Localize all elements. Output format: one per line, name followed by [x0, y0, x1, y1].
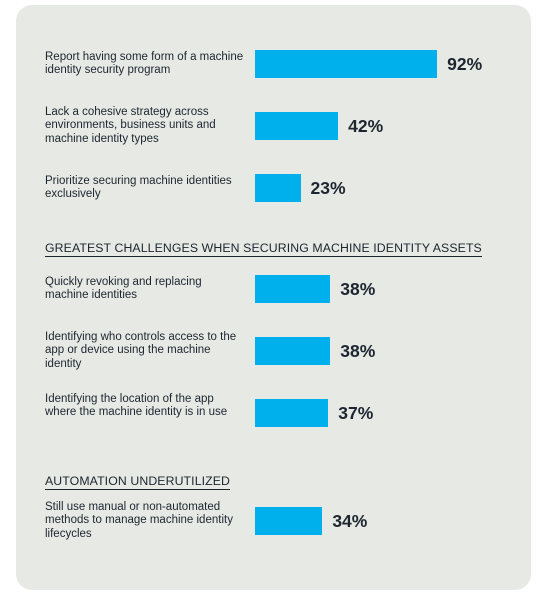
chart-card: Report having some form of a machine ide… [16, 5, 531, 590]
bar-value-label: 34% [332, 511, 368, 531]
bar-value-label: 92% [447, 54, 483, 74]
bar-value-label: 38% [340, 341, 376, 361]
bar [255, 399, 329, 427]
bar [255, 507, 323, 535]
bar [255, 275, 331, 303]
bar-value-label: 37% [338, 403, 374, 423]
bar-label: Report having some form of a machine ide… [45, 50, 244, 77]
bar-value-label: 23% [310, 178, 346, 198]
bar [255, 174, 301, 202]
bar-value-label: 38% [340, 279, 376, 299]
section-heading: AUTOMATION UNDERUTILIZED [45, 474, 231, 490]
bar-label: Identifying the location of the app wher… [45, 392, 228, 419]
bar [255, 337, 331, 365]
section-heading: GREATEST CHALLENGES WHEN SECURING MACHIN… [45, 241, 482, 257]
bar [255, 112, 339, 140]
bar-label: Still use manual or non-automated method… [45, 500, 233, 540]
bar-label: Prioritize securing machine identities e… [45, 174, 232, 201]
bar-value-label: 42% [348, 116, 384, 136]
bar-label: Identifying who controls access to the a… [45, 330, 237, 370]
bar [255, 50, 438, 78]
bar-label: Lack a cohesive strategy across environm… [45, 105, 216, 145]
bar-label: Quickly revoking and replacing machine i… [45, 275, 202, 302]
